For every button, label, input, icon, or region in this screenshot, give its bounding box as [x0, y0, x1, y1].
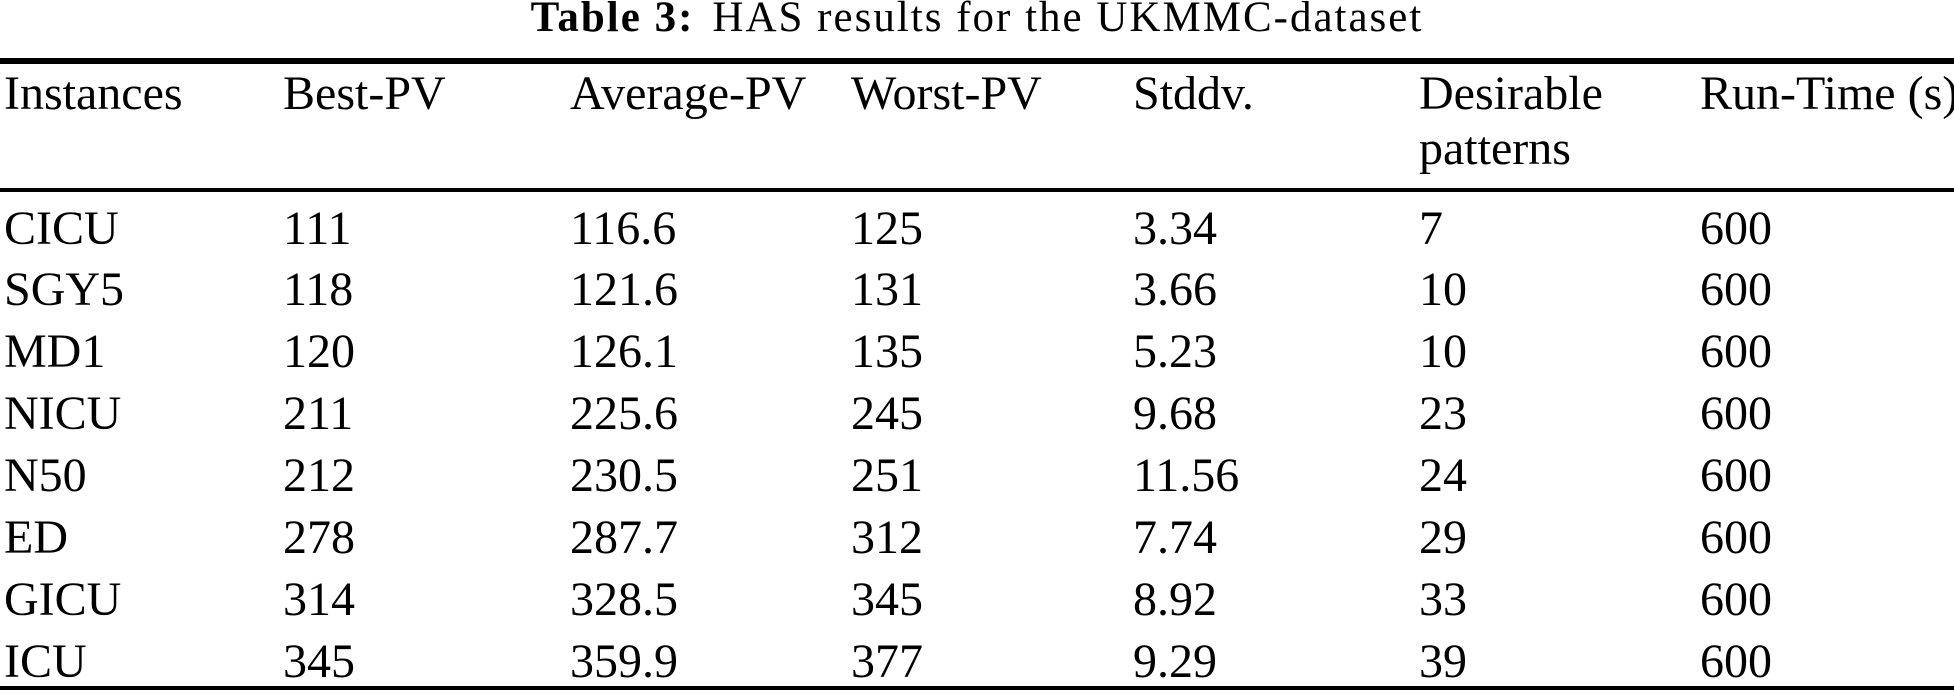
cell-best-pv: 111 [283, 202, 352, 255]
cell-run-time: 600 [1700, 325, 1772, 378]
cell-instance: N50 [4, 449, 87, 502]
cell-desirable-patterns: 39 [1419, 635, 1467, 688]
cell-run-time: 600 [1700, 263, 1772, 316]
cell-run-time: 600 [1700, 511, 1772, 564]
col-header-best-pv: Best-PV [283, 61, 570, 192]
cell-instance: ED [4, 511, 68, 564]
cell-desirable-patterns: 23 [1419, 387, 1467, 440]
cell-best-pv: 212 [283, 449, 355, 502]
cell-instance: CICU [4, 202, 119, 255]
cell-instance: GICU [4, 573, 122, 626]
cell-run-time: 600 [1700, 635, 1772, 688]
table-caption: Table 3: HAS results for the UKMMC-datase… [0, 0, 1954, 58]
header-row: Instances Best-PV Average-PV Worst-PV St… [0, 61, 1954, 192]
cell-average-pv: 328.5 [570, 573, 678, 626]
cell-stddv: 3.34 [1133, 202, 1217, 255]
cell-average-pv: 225.6 [570, 387, 678, 440]
cell-best-pv: 118 [283, 263, 354, 316]
cell-desirable-patterns: 33 [1419, 573, 1467, 626]
col-header-average-pv: Average-PV [570, 61, 851, 192]
cell-average-pv: 230.5 [570, 449, 678, 502]
cell-worst-pv: 245 [851, 387, 923, 440]
cell-stddv: 8.92 [1133, 573, 1217, 626]
col-header-desirable-patterns: Desirable patterns [1419, 61, 1700, 192]
cell-best-pv: 278 [283, 511, 355, 564]
cell-stddv: 9.29 [1133, 635, 1217, 688]
cell-run-time: 600 [1700, 449, 1772, 502]
cell-best-pv: 314 [283, 573, 355, 626]
table-row: MD1 120 126.1 135 5.23 10 600 [0, 315, 1954, 377]
cell-average-pv: 116.6 [570, 202, 677, 255]
col-header-run-time: Run-Time (s) [1700, 61, 1954, 192]
cell-best-pv: 345 [283, 635, 355, 688]
cell-stddv: 7.74 [1133, 511, 1217, 564]
table-caption-text: HAS results for the UKMMC-dataset [712, 0, 1424, 41]
cell-worst-pv: 312 [851, 511, 923, 564]
table-caption-label: Table 3: [530, 0, 695, 41]
cell-instance: ICU [4, 635, 87, 688]
cell-desirable-patterns: 10 [1419, 263, 1467, 316]
table-row: ICU 345 359.9 377 9.29 39 600 [0, 625, 1954, 688]
table-row: ED 278 287.7 312 7.74 29 600 [0, 501, 1954, 563]
cell-stddv: 11.56 [1133, 449, 1240, 502]
cell-desirable-patterns: 24 [1419, 449, 1467, 502]
cell-run-time: 600 [1700, 202, 1772, 255]
cell-best-pv: 120 [283, 325, 355, 378]
cell-worst-pv: 251 [851, 449, 923, 502]
cell-worst-pv: 345 [851, 573, 923, 626]
col-header-stddv: Stddv. [1133, 61, 1419, 192]
cell-worst-pv: 131 [851, 263, 923, 316]
cell-instance: SGY5 [4, 263, 125, 316]
cell-stddv: 9.68 [1133, 387, 1217, 440]
cell-stddv: 5.23 [1133, 325, 1217, 378]
cell-run-time: 600 [1700, 573, 1772, 626]
cell-average-pv: 359.9 [570, 635, 678, 688]
cell-desirable-patterns: 29 [1419, 511, 1467, 564]
cell-worst-pv: 125 [851, 202, 923, 255]
col-header-worst-pv: Worst-PV [851, 61, 1133, 192]
cell-instance: NICU [4, 387, 122, 440]
table-row: N50 212 230.5 251 11.56 24 600 [0, 439, 1954, 501]
cell-average-pv: 121.6 [570, 263, 678, 316]
table-row: GICU 314 328.5 345 8.92 33 600 [0, 563, 1954, 625]
cell-run-time: 600 [1700, 387, 1772, 440]
cell-stddv: 3.66 [1133, 263, 1217, 316]
cell-average-pv: 126.1 [570, 325, 678, 378]
table-row: SGY5 118 121.6 131 3.66 10 600 [0, 253, 1954, 315]
col-header-instances: Instances [0, 61, 283, 192]
table-row: NICU 211 225.6 245 9.68 23 600 [0, 377, 1954, 439]
table-row: CICU 111 116.6 125 3.34 7 600 [0, 190, 1954, 253]
cell-desirable-patterns: 10 [1419, 325, 1467, 378]
cell-average-pv: 287.7 [570, 511, 678, 564]
cell-worst-pv: 135 [851, 325, 923, 378]
cell-desirable-patterns: 7 [1419, 202, 1443, 255]
results-table: Instances Best-PV Average-PV Worst-PV St… [0, 58, 1954, 690]
cell-worst-pv: 377 [851, 635, 923, 688]
cell-best-pv: 211 [283, 387, 354, 440]
cell-instance: MD1 [4, 325, 106, 378]
